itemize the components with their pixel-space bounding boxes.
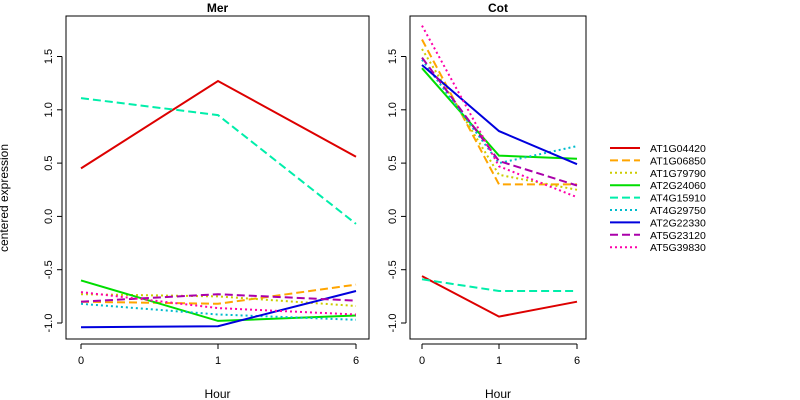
panel-cot: Cot -1.0 -0.5 0.0 0.5 1.0 1.5 0 1 6 Hour [387, 1, 587, 400]
series-line-at4g15910 [80, 97, 357, 225]
x-tick-label: 0 [78, 355, 84, 367]
y-tick-label: 0.5 [43, 155, 55, 170]
series-line-at2g24060 [80, 279, 357, 322]
legend: AT1G04420AT1G06850AT1G79790AT2G24060AT4G… [610, 143, 706, 254]
legend-entry: AT1G06850 [650, 155, 706, 167]
legend-entry: AT5G23120 [650, 230, 706, 242]
series-line-at2g22330 [421, 64, 578, 166]
x-axis-label: Hour [485, 387, 511, 400]
series-line-at5g23120 [80, 293, 357, 303]
y-axis-label: centered expression [0, 144, 11, 252]
panel-mer: Mer -1.0 -0.5 0.0 0.5 1.0 1.5 0 1 6 Hour [43, 1, 370, 400]
y-tick-label: -0.5 [387, 260, 399, 279]
y-tick-label: 0.5 [387, 155, 399, 170]
x-tick-label: 1 [215, 355, 221, 367]
y-tick-label: 1.5 [43, 49, 55, 64]
series-line-at4g15910 [421, 278, 577, 292]
plot-frame [65, 15, 370, 340]
legend-entry: AT1G04420 [650, 143, 706, 155]
series-line-at5g23120 [421, 57, 578, 187]
series-line-at1g06850 [421, 39, 577, 186]
series-line-at1g04420 [421, 275, 578, 318]
y-tick-label: -1.0 [43, 314, 55, 333]
plot-frame [409, 15, 587, 340]
legend-entry: AT5G39830 [650, 242, 706, 254]
y-tick-label: 1.0 [387, 102, 399, 117]
y-tick-label: 0.0 [43, 209, 55, 224]
series-line-at5g39830 [421, 25, 578, 199]
legend-entry: AT4G29750 [650, 205, 706, 217]
series-line-at5g39830 [80, 291, 357, 316]
legend-entry: AT1G79790 [650, 168, 706, 180]
x-tick-label: 1 [496, 355, 502, 367]
x-tick-label: 6 [353, 355, 359, 367]
x-tick-label: 0 [419, 355, 425, 367]
panel-title: Cot [488, 1, 508, 15]
y-tick-label: 1.0 [43, 102, 55, 117]
series-line-at2g24060 [421, 67, 578, 160]
legend-entry: AT2G22330 [650, 217, 706, 229]
series-line-at4g29750 [421, 59, 578, 165]
legend-entry: AT4G15910 [650, 193, 706, 205]
legend-entry: AT2G24060 [650, 180, 706, 192]
y-tick-label: -0.5 [43, 260, 55, 279]
series-line-at1g06850 [80, 283, 357, 305]
y-tick-label: 0.0 [387, 209, 399, 224]
series-line-at1g04420 [80, 79, 357, 170]
series-line-at1g79790 [421, 48, 578, 191]
series-line-at2g22330 [80, 290, 357, 329]
y-tick-label: 1.5 [387, 49, 399, 64]
x-axis-label: Hour [204, 387, 230, 400]
x-tick-label: 6 [574, 355, 580, 367]
y-tick-label: -1.0 [387, 314, 399, 333]
panel-title: Mer [207, 1, 229, 15]
series-line-at4g29750 [80, 302, 357, 321]
